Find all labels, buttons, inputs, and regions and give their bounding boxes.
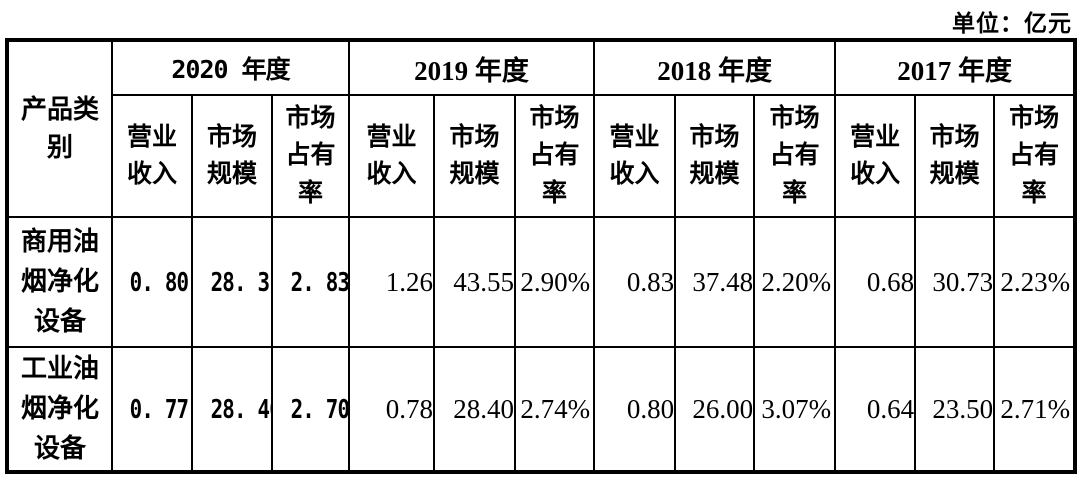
cell-commercial-2020-market-size: 28. 31 — [191, 216, 273, 348]
cell-industrial-2019-market-share: 2.74% — [514, 346, 596, 473]
cell-industrial-2020-revenue: 0. 77 — [111, 346, 193, 473]
table-row-industrial-equipment: 工业油 烟净化 设备 0. 77 28. 40 2. 70% 0.78 28.4… — [6, 346, 1077, 473]
cell-commercial-2017-revenue: 0.68 — [834, 216, 917, 348]
category-industrial-fume-purification: 工业油 烟净化 设备 — [6, 346, 113, 473]
cell-commercial-2017-market-size: 30.73 — [914, 216, 996, 348]
cell-industrial-2017-market-share: 2.71% — [993, 346, 1077, 473]
cell-commercial-2018-market-share: 2.20% — [753, 216, 837, 348]
cell-value: 2. 70% — [290, 394, 350, 425]
cell-value: 2. 83% — [290, 267, 350, 298]
cell-industrial-2018-market-share: 3.07% — [753, 346, 837, 473]
subheader-2020-market-size: 市场 规模 — [191, 94, 273, 218]
year-header-row: 产品类 别 2020 年度 2019 年度 2018 年度 2017 年度 — [6, 39, 1077, 218]
subheader-2018-market-size: 市场 规模 — [674, 94, 756, 218]
cell-commercial-2019-market-size: 43.55 — [433, 216, 517, 348]
subheader-2020-revenue: 营业 收入 — [111, 94, 193, 218]
cell-value: 0. 80 — [129, 267, 188, 298]
cell-commercial-2018-revenue: 0.83 — [593, 216, 677, 348]
product-market-share-table: 产品类 别 2020 年度 2019 年度 2018 年度 2017 年度 营业… — [5, 38, 1078, 474]
subheader-2017-market-share: 市场 占有 率 — [993, 94, 1077, 218]
subheader-2018-market-share: 市场 占有 率 — [753, 94, 837, 218]
subheader-2019-market-share: 市场 占有 率 — [514, 94, 596, 218]
category-column-header: 产品类 别 — [6, 39, 113, 218]
cell-value: 28. 40 — [210, 394, 270, 425]
subheader-2020-market-share: 市场 占有 率 — [270, 94, 351, 218]
year-header-2019: 2019 年度 — [348, 39, 596, 96]
cell-industrial-2020-market-share: 2. 70% — [270, 346, 351, 473]
cell-industrial-2018-revenue: 0.80 — [593, 346, 677, 473]
unit-label: 单位：亿元 — [952, 11, 1072, 36]
year-header-2017: 2017 年度 — [834, 39, 1077, 96]
subheader-2019-revenue: 营业 收入 — [348, 94, 436, 218]
year-header-2018: 2018 年度 — [593, 39, 837, 96]
subheader-2017-market-size: 市场 规模 — [914, 94, 996, 218]
year-header-2020: 2020 年度 — [110, 39, 351, 96]
cell-commercial-2020-revenue: 0. 80 — [111, 216, 193, 348]
cell-value: 0. 77 — [129, 394, 188, 425]
subheader-row: 营业 收入 市场 规模 市场 占有 率 营业 收入 市场 规模 市场 占有 率 … — [7, 94, 1077, 218]
cell-commercial-2017-market-share: 2.23% — [993, 216, 1077, 348]
subheader-2017-revenue: 营业 收入 — [834, 94, 917, 218]
subheader-2018-revenue: 营业 收入 — [593, 94, 677, 218]
cell-industrial-2017-revenue: 0.64 — [834, 346, 917, 473]
cell-industrial-2018-market-size: 26.00 — [674, 346, 756, 473]
cell-industrial-2019-revenue: 0.78 — [348, 346, 436, 473]
subheader-2019-market-size: 市场 规模 — [433, 94, 517, 218]
cell-commercial-2018-market-size: 37.48 — [674, 216, 756, 348]
cell-commercial-2019-market-share: 2.90% — [514, 216, 596, 348]
cell-industrial-2020-market-size: 28. 40 — [191, 346, 273, 473]
cell-industrial-2019-market-size: 28.40 — [433, 346, 517, 473]
cell-commercial-2019-revenue: 1.26 — [348, 216, 436, 348]
cell-commercial-2020-market-share: 2. 83% — [270, 216, 351, 348]
table-row-commercial-equipment: 商用油 烟净化 设备 0. 80 28. 31 2. 83% 1.26 43.5… — [6, 216, 1077, 348]
category-commercial-fume-purification: 商用油 烟净化 设备 — [6, 216, 113, 348]
cell-value: 28. 31 — [210, 267, 270, 298]
cell-industrial-2017-market-size: 23.50 — [914, 346, 996, 473]
